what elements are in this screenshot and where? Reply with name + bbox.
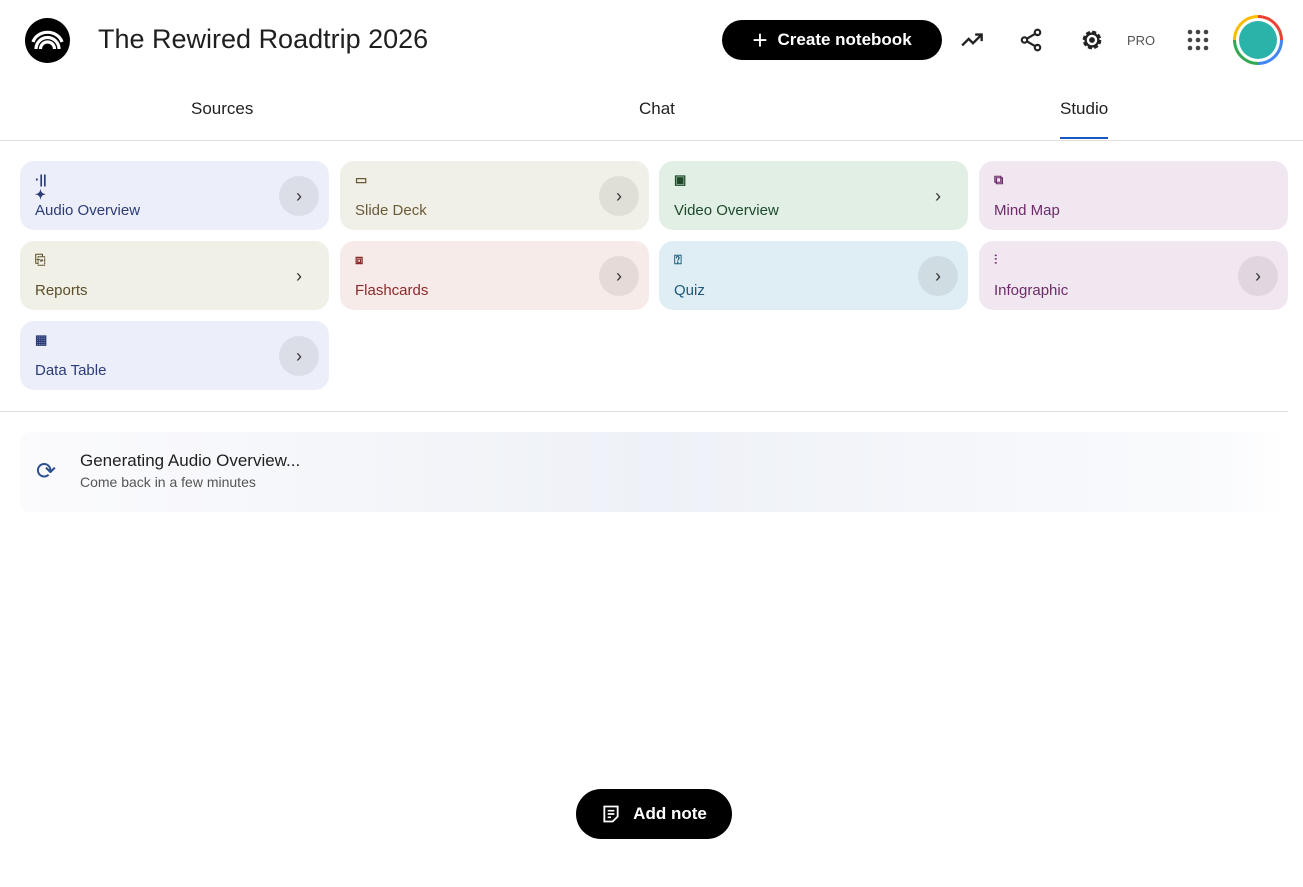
quiz-icon: ⍰ — [674, 252, 682, 267]
create-notebook-label: Create notebook — [777, 30, 912, 49]
studio-card-reports[interactable]: ⎘ Reports › — [20, 241, 329, 310]
studio-card-data-table[interactable]: ▦ Data Table › — [20, 321, 329, 390]
mind-map-icon: ⧉ — [994, 172, 1004, 187]
studio-card-label: Quiz — [674, 282, 705, 299]
analytics-trend-icon[interactable] — [959, 26, 987, 54]
studio-card-label: Slide Deck — [355, 202, 427, 219]
studio-card-label: Audio Overview — [35, 202, 141, 219]
apps-grid-icon[interactable] — [1184, 26, 1212, 54]
chevron-right-icon[interactable]: › — [935, 185, 941, 206]
tab-bar: Sources Chat Studio — [0, 88, 1303, 141]
pro-badge: PRO — [1127, 33, 1156, 48]
divider — [0, 411, 1288, 412]
add-note-label: Add note — [633, 804, 707, 823]
studio-card-label: Mind Map — [994, 202, 1060, 219]
chevron-right-icon[interactable]: › — [918, 256, 958, 296]
chevron-right-icon[interactable]: › — [599, 176, 639, 216]
account-avatar[interactable] — [1233, 15, 1283, 65]
tab-sources[interactable]: Sources — [191, 99, 254, 118]
generating-audio-overview-item: ⟳ Generating Audio Overview... Come back… — [20, 432, 1288, 512]
studio-card-mind-map[interactable]: ⧉ Mind Map — [979, 161, 1288, 230]
create-notebook-button[interactable]: + Create notebook — [722, 20, 942, 60]
studio-card-infographic[interactable]: ⫶ Infographic › — [979, 241, 1288, 310]
tab-studio[interactable]: Studio — [1060, 99, 1109, 139]
chevron-right-icon[interactable]: › — [279, 176, 319, 216]
generating-title: Generating Audio Overview... — [80, 451, 301, 470]
video-icon: ▣ — [674, 172, 687, 187]
studio-card-quiz[interactable]: ⍰ Quiz › — [659, 241, 968, 310]
notebooklm-logo[interactable] — [25, 18, 70, 63]
studio-card-flashcards[interactable]: ⧈ Flashcards › — [340, 241, 649, 310]
studio-card-slide-deck[interactable]: ▭ Slide Deck › — [340, 161, 649, 230]
tab-chat[interactable]: Chat — [639, 99, 675, 118]
studio-card-audio-overview[interactable]: ·||✦ Audio Overview › — [20, 161, 329, 230]
slides-icon: ▭ — [355, 172, 368, 187]
studio-card-label: Data Table — [35, 362, 107, 379]
chevron-right-icon[interactable]: › — [1238, 256, 1278, 296]
studio-card-label: Reports — [35, 282, 88, 299]
plus-icon: + — [752, 25, 768, 55]
reports-icon: ⎘ — [35, 252, 46, 267]
chevron-right-icon[interactable]: › — [279, 336, 319, 376]
chevron-right-icon[interactable]: › — [599, 256, 639, 296]
studio-card-label: Flashcards — [355, 282, 429, 299]
audio-waveform-sparkle-icon: ·||✦ — [35, 172, 47, 202]
sync-spinner-icon: ⟳ — [36, 458, 57, 485]
add-note-button[interactable]: Add note — [576, 789, 732, 839]
studio-card-label: Infographic — [994, 282, 1069, 299]
studio-card-video-overview[interactable]: ▣ Video Overview › — [659, 161, 968, 230]
studio-card-label: Video Overview — [674, 202, 779, 219]
generating-subtitle: Come back in a few minutes — [80, 474, 256, 490]
settings-gear-icon[interactable] — [1078, 26, 1106, 54]
data-table-icon: ▦ — [35, 332, 48, 347]
notebook-title[interactable]: The Rewired Roadtrip 2026 — [98, 24, 429, 54]
share-icon[interactable] — [1017, 26, 1045, 54]
flashcards-icon: ⧈ — [355, 252, 364, 267]
infographic-icon: ⫶ — [994, 252, 998, 267]
chevron-right-icon[interactable]: › — [296, 265, 302, 286]
note-icon — [603, 805, 619, 823]
